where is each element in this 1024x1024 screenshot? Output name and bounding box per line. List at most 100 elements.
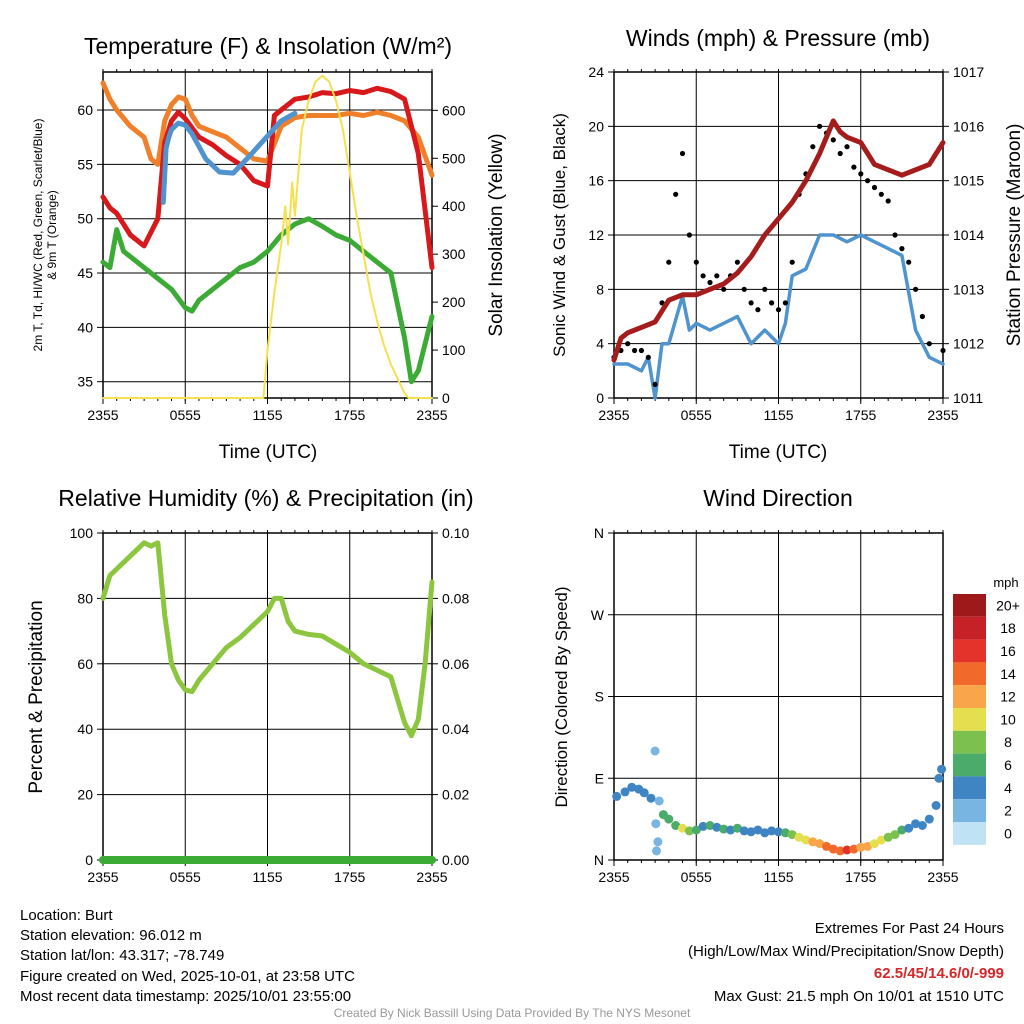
winds-gust-point: [762, 286, 768, 292]
wdir-point: [653, 837, 663, 847]
extremes-title: Extremes For Past 24 Hours: [814, 920, 1004, 937]
temp-series-hi-wc: [160, 110, 298, 205]
temp-series-solar-insolation: [102, 74, 433, 399]
wdir-legend-swatch: [953, 799, 986, 822]
wdir-point: [822, 841, 831, 851]
winds-gust-point: [782, 300, 789, 306]
winds-y2-tick-label: 1012: [953, 336, 984, 352]
wdir-point: [739, 826, 749, 836]
winds-gust-point: [625, 341, 631, 347]
wdir-y-tick-label: S: [595, 689, 604, 705]
temp-series-2m-td: [100, 216, 435, 385]
rh-y-tick-label: 20: [77, 787, 93, 803]
temp-y2-tick-label: 0: [442, 390, 450, 406]
wdir-legend-label: 8: [1004, 734, 1012, 750]
recent-timestamp: Most recent data timestamp: 2025/10/01 2…: [20, 987, 352, 1005]
winds-y2-tick-label: 1015: [953, 173, 984, 189]
wdir-point: [671, 821, 681, 830]
winds-chart-title: Winds (mph) & Pressure (mb): [626, 25, 930, 51]
rh-y-tick-label: 40: [77, 721, 93, 737]
wdir-point: [620, 787, 630, 797]
wdir-legend-swatch: [953, 776, 986, 800]
rh-y2-tick-label: 0.10: [442, 525, 469, 541]
winds-y-tick-label: 16: [588, 173, 604, 189]
wdir-legend-label: 12: [1000, 689, 1016, 705]
wdir-y-axis-label: Direction (Colored By Speed): [552, 586, 571, 807]
wdir-x-tick-label: 2355: [598, 869, 629, 885]
rh-y2-tick-label: 0.00: [442, 852, 469, 868]
wdir-point: [732, 823, 742, 833]
wdir-legend-swatch: [953, 753, 986, 777]
rh-x-tick-label: 2355: [416, 869, 447, 885]
wdir-point: [664, 814, 674, 824]
winds-y2-tick-label: 1016: [953, 118, 984, 134]
rh-y2-tick-label: 0.08: [442, 590, 469, 606]
temp-chart-title: Temperature (F) & Insolation (W/m²): [84, 33, 452, 59]
wdir-point: [651, 819, 661, 829]
temp-series-9m-t: [100, 80, 435, 178]
winds-gust-point: [652, 381, 658, 387]
credit-line: Created By Nick Bassill Using Data Provi…: [333, 1006, 691, 1020]
wdir-point: [760, 828, 770, 838]
winds-y2-axis-label: Station Pressure (Maroon): [1004, 124, 1024, 347]
temp-x-tick-label: 2355: [87, 407, 118, 423]
winds-x-tick-label: 1755: [845, 407, 876, 423]
winds-gust-point: [707, 279, 713, 286]
wdir-point: [719, 824, 729, 834]
wdir-point: [856, 842, 866, 852]
winds-gust-point: [919, 313, 926, 320]
winds-gust-point: [844, 144, 850, 150]
wdir-point: [691, 825, 701, 835]
winds-gust-point: [721, 286, 727, 292]
rh-y2-tick-label: 0.02: [442, 787, 469, 803]
winds-x-axis-label: Time (UTC): [729, 442, 828, 463]
temp-y-tick-label: 45: [77, 265, 93, 281]
winds-gust-point: [789, 259, 795, 265]
wdir-legend-title: mph: [993, 575, 1018, 590]
wdir-point: [890, 830, 900, 840]
winds-gust-point: [851, 164, 857, 170]
winds-y-tick-label: 8: [596, 281, 604, 297]
wdir-point: [698, 821, 708, 831]
wdir-point: [787, 830, 797, 840]
winds-gust-point: [632, 347, 638, 354]
rh-y2-tick-label: 0.04: [442, 721, 469, 737]
winds-gust-point: [666, 259, 672, 265]
wdir-legend-label: 4: [1004, 780, 1012, 796]
temp-y-tick-label: 35: [77, 374, 93, 390]
wdir-point: [780, 828, 790, 838]
wdir-x-tick-label: 0555: [681, 869, 712, 885]
wdir-point: [684, 826, 694, 836]
winds-gust-point: [830, 137, 836, 143]
wdir-point: [678, 823, 687, 833]
station-info: Location: Burt Station elevation: 96.012…: [20, 906, 355, 1007]
wdir-legend-label: 6: [1004, 757, 1012, 773]
wdir-legend-label: 16: [1000, 643, 1016, 659]
winds-x-tick-label: 2355: [598, 407, 629, 423]
wdir-legend-label: 0: [1004, 825, 1012, 841]
winds-y2-tick-label: 1013: [953, 281, 984, 297]
wdir-point: [849, 844, 859, 854]
winds-x-tick-label: 0555: [681, 407, 712, 423]
winds-y-tick-label: 24: [588, 64, 604, 80]
winds-gust-point: [899, 246, 905, 252]
winds-gust-point: [700, 273, 706, 279]
winds-y2-tick-label: 1017: [953, 64, 984, 80]
wdir-point: [917, 821, 927, 830]
winds-gust-point: [837, 150, 843, 157]
wdir-chart-title: Wind Direction: [703, 485, 853, 511]
station-location: Location: Burt: [20, 907, 113, 924]
wdir-point: [774, 827, 783, 837]
wdir-point: [650, 746, 660, 756]
winds-gust-point: [673, 191, 679, 197]
wdir-legend-swatch: [953, 730, 986, 754]
wdir-legend-label: 10: [1000, 711, 1016, 727]
wdir-point: [612, 791, 622, 801]
wdir-legend-swatch: [953, 616, 986, 640]
wdir-point: [801, 835, 811, 845]
winds-series-sonic-wind: [612, 233, 945, 400]
wdir-point: [863, 841, 873, 851]
winds-y2-tick-label: 1014: [953, 227, 984, 243]
wdir-point: [627, 782, 637, 792]
